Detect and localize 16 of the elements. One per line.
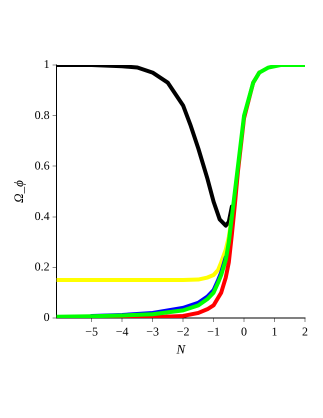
y-axis-title: Ω_ϕ (11, 180, 26, 203)
x-tick-label: −4 (116, 324, 129, 338)
y-tick-label: 0.6 (34, 158, 50, 172)
y-tick-label: 0 (44, 310, 50, 324)
y-tick-label: 0.4 (34, 208, 50, 223)
x-tick-label: −5 (85, 324, 98, 338)
x-axis-title: N (175, 342, 186, 357)
x-tick-label: −2 (176, 324, 190, 338)
x-tick-label: 0 (241, 324, 248, 338)
y-tick-label: 1 (44, 57, 50, 72)
x-tick-label: −3 (146, 324, 159, 338)
x-tick-label: −1 (207, 324, 220, 338)
y-tick-label: 0.2 (34, 260, 50, 274)
x-tick-label: 2 (302, 324, 308, 338)
x-tick-label: 1 (272, 324, 278, 338)
y-tick-label: 0.8 (34, 108, 50, 122)
